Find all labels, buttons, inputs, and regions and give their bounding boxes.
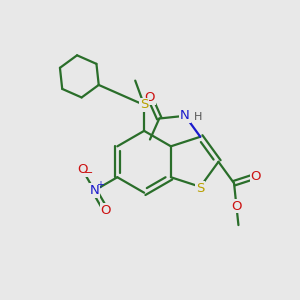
Text: N: N <box>89 184 99 197</box>
Text: O: O <box>250 169 261 183</box>
Text: O: O <box>100 204 111 217</box>
Text: N: N <box>180 109 190 122</box>
Text: H: H <box>194 112 202 122</box>
Text: O: O <box>77 163 88 176</box>
Text: S: S <box>140 98 148 111</box>
Text: −: − <box>84 168 94 178</box>
Text: S: S <box>196 182 205 195</box>
Text: O: O <box>231 200 242 213</box>
Text: +: + <box>96 180 104 190</box>
Text: O: O <box>145 91 155 104</box>
